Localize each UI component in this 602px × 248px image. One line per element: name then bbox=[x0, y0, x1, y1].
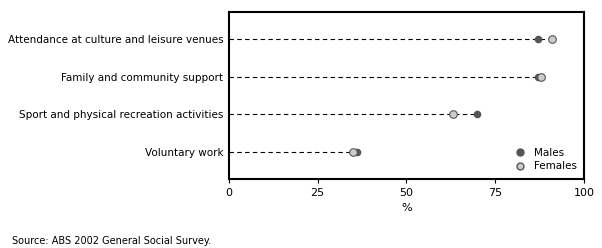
Point bbox=[533, 37, 542, 41]
Point bbox=[348, 150, 358, 154]
X-axis label: %: % bbox=[401, 203, 412, 213]
Point bbox=[352, 150, 361, 154]
Point bbox=[547, 37, 557, 41]
Point bbox=[533, 75, 542, 79]
Text: Source: ABS 2002 General Social Survey.: Source: ABS 2002 General Social Survey. bbox=[12, 236, 211, 246]
Point bbox=[536, 75, 546, 79]
Point bbox=[448, 112, 458, 116]
Point bbox=[473, 112, 482, 116]
Legend: Males, Females: Males, Females bbox=[507, 146, 579, 173]
